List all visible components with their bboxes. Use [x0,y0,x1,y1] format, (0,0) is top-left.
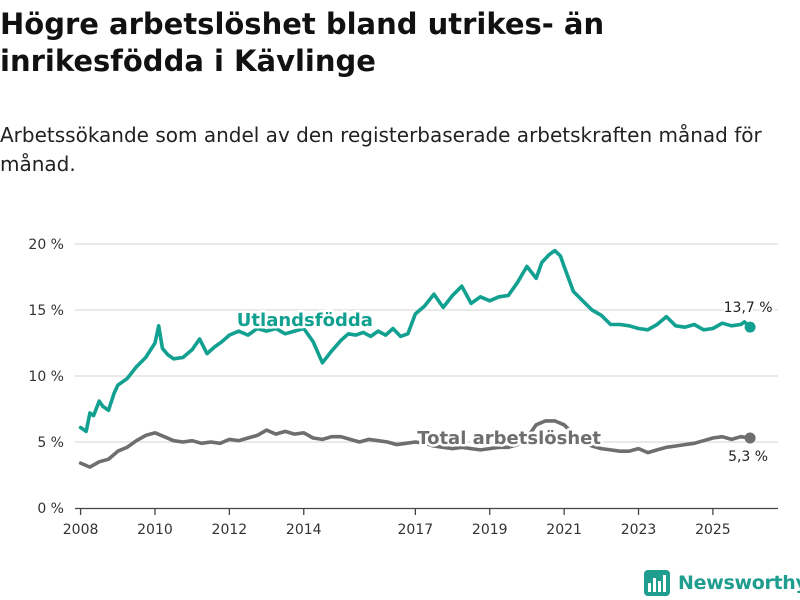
y-tick-label: 0 % [37,501,64,517]
brand-name: Newsworthy [678,572,800,594]
series-label-utlandsfodda: Utlandsfödda [237,310,373,331]
y-axis-ticks: 0 % 5 % 10 % 15 % 20 % [28,237,64,517]
series-end-point-total-arbetsloshet [744,432,756,444]
series-annotations: Utlandsfödda Total arbetslöshet 13,7 % 5,3 … [234,298,774,467]
x-tick-label: 2023 [621,522,657,538]
x-axis: 2008 2010 2012 2014 2017 2019 2021 2023 2025 [63,507,778,538]
series-label-total-arbetsloshet: Total arbetslöshet [417,428,601,449]
x-tick-label: 2012 [212,522,248,538]
x-tick-label: 2019 [472,522,508,538]
y-tick-label: 20 % [28,237,64,253]
x-tick-label: 2021 [546,522,582,538]
chart-title: Högre arbetslöshet bland utrikes- än inr… [0,7,605,78]
end-value-label-utlandsfodda: 13,7 % [724,300,773,316]
bar-chart-logo-icon [644,570,670,596]
x-tick-label: 2014 [286,522,322,538]
gridlines [75,243,778,443]
series-end-point-utlandsfodda [744,321,756,333]
y-tick-label: 15 % [28,303,64,319]
y-tick-label: 10 % [28,369,64,385]
y-tick-label: 5 % [37,435,64,451]
x-tick-label: 2008 [63,522,99,538]
brand-logo: Newsworthy [644,568,800,598]
series-line-total-arbetsloshet [78,419,752,469]
x-tick-label: 2010 [137,522,173,538]
series-lines [78,248,756,469]
chart-subtitle: Arbetssökande som andel av den registerb… [0,123,762,176]
x-tick-label: 2025 [695,522,731,538]
x-tick-label: 2017 [398,522,434,538]
end-value-label-total-arbetsloshet: 5,3 % [728,449,768,465]
series-line-utlandsfodda [78,248,752,434]
